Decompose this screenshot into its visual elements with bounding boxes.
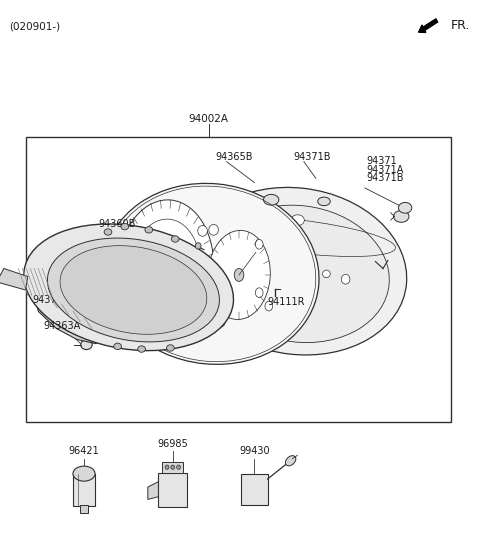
Ellipse shape <box>171 236 179 242</box>
Ellipse shape <box>103 183 319 365</box>
Ellipse shape <box>209 224 218 235</box>
Ellipse shape <box>24 224 233 351</box>
Polygon shape <box>34 285 101 344</box>
Text: 94360B: 94360B <box>98 219 136 229</box>
Ellipse shape <box>234 268 244 281</box>
Ellipse shape <box>394 211 409 222</box>
Ellipse shape <box>398 202 412 213</box>
Ellipse shape <box>171 465 175 469</box>
Text: 94370: 94370 <box>33 295 63 305</box>
FancyArrow shape <box>419 19 438 32</box>
Ellipse shape <box>262 248 271 257</box>
Ellipse shape <box>195 243 201 249</box>
Polygon shape <box>158 473 187 507</box>
Ellipse shape <box>177 465 180 469</box>
Ellipse shape <box>234 215 246 226</box>
Bar <box>80 505 88 513</box>
Ellipse shape <box>187 187 407 355</box>
Ellipse shape <box>198 226 207 236</box>
Ellipse shape <box>167 345 174 351</box>
Ellipse shape <box>293 283 302 292</box>
Ellipse shape <box>255 240 263 249</box>
Ellipse shape <box>114 343 121 350</box>
Ellipse shape <box>265 301 273 311</box>
Polygon shape <box>148 482 158 499</box>
Ellipse shape <box>60 245 207 335</box>
Ellipse shape <box>264 194 279 205</box>
Ellipse shape <box>255 288 263 297</box>
Polygon shape <box>0 268 28 290</box>
Ellipse shape <box>208 230 270 320</box>
Text: 94371: 94371 <box>366 156 397 166</box>
Ellipse shape <box>190 309 202 322</box>
Text: 94371B: 94371B <box>294 151 331 162</box>
Ellipse shape <box>48 238 219 342</box>
Ellipse shape <box>145 227 153 233</box>
Ellipse shape <box>81 340 92 350</box>
Text: 96421: 96421 <box>69 446 99 456</box>
Ellipse shape <box>138 346 145 352</box>
Ellipse shape <box>341 274 350 284</box>
Text: 94002A: 94002A <box>189 113 229 124</box>
Ellipse shape <box>286 248 295 257</box>
Text: 94111R: 94111R <box>268 297 305 307</box>
Polygon shape <box>162 462 183 473</box>
Ellipse shape <box>318 197 330 206</box>
Bar <box>26 137 451 422</box>
Text: 94371A: 94371A <box>366 164 404 175</box>
Ellipse shape <box>303 270 311 278</box>
Ellipse shape <box>286 455 296 466</box>
Ellipse shape <box>291 215 304 226</box>
Ellipse shape <box>118 200 214 337</box>
Text: 94363A: 94363A <box>43 321 81 331</box>
Polygon shape <box>241 474 268 505</box>
Ellipse shape <box>104 229 112 235</box>
Text: (020901-): (020901-) <box>9 21 60 32</box>
Ellipse shape <box>73 466 95 481</box>
Polygon shape <box>73 474 95 506</box>
Ellipse shape <box>323 270 330 278</box>
Text: 94365B: 94365B <box>215 151 252 162</box>
Text: 99430: 99430 <box>239 446 270 456</box>
Ellipse shape <box>121 223 129 230</box>
Ellipse shape <box>165 465 169 469</box>
Ellipse shape <box>265 221 282 235</box>
Ellipse shape <box>159 259 172 278</box>
Ellipse shape <box>216 317 225 327</box>
Text: 96985: 96985 <box>157 439 188 449</box>
Text: FR.: FR. <box>451 19 470 32</box>
Ellipse shape <box>205 313 215 324</box>
Ellipse shape <box>267 278 275 286</box>
Ellipse shape <box>209 205 389 343</box>
Text: 94371B: 94371B <box>366 172 404 183</box>
